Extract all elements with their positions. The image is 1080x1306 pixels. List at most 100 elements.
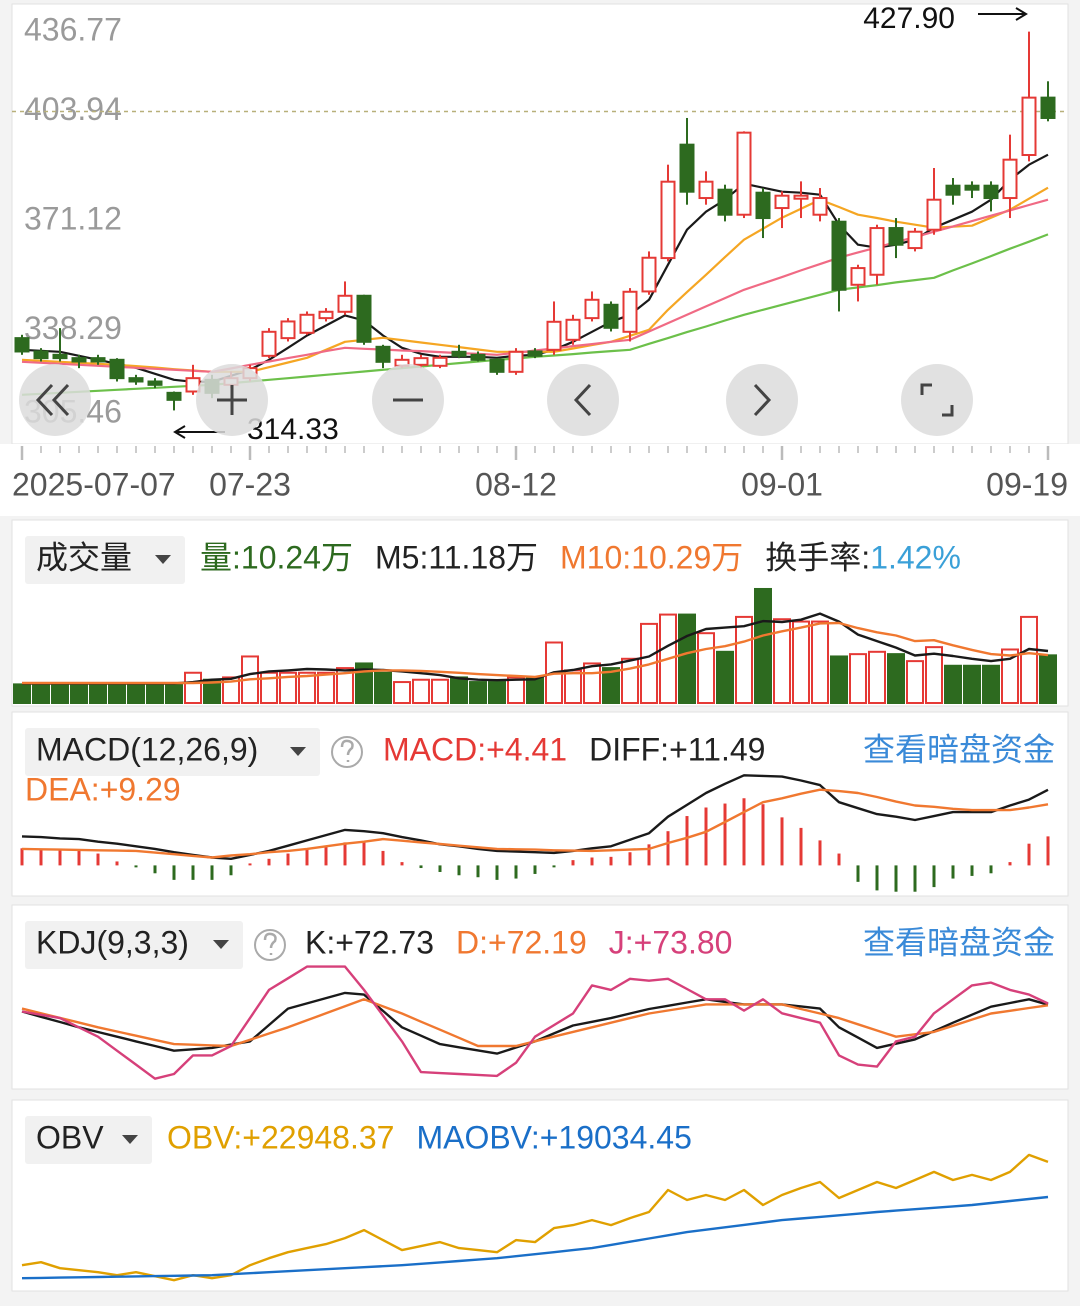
candle-body <box>375 345 391 363</box>
candle-body <box>622 290 638 333</box>
candle-body <box>14 337 30 353</box>
x-tick-label: 07-23 <box>209 466 291 502</box>
legend-value: K:+72.73 <box>305 924 434 960</box>
legend-value: DEA:+9.29 <box>25 771 181 807</box>
dark-pool-link[interactable]: 查看暗盘资金 <box>863 731 1055 767</box>
dark-pool-link[interactable]: 查看暗盘资金 <box>863 924 1055 960</box>
line <box>22 621 1049 685</box>
volume-bar <box>374 671 392 704</box>
volume-bar <box>32 683 50 705</box>
zoom-left-button[interactable] <box>19 364 91 436</box>
volume-bar <box>925 646 943 705</box>
selector-label: OBV <box>36 1119 104 1155</box>
volume-bar <box>13 683 31 705</box>
selector-label: 成交量 <box>36 539 132 575</box>
volume-bar <box>51 683 69 705</box>
help-icon <box>331 736 363 768</box>
volume-bar <box>222 676 240 705</box>
y-tick-label: 371.12 <box>24 200 122 236</box>
next-button[interactable] <box>726 364 798 436</box>
legend-value: J:+73.80 <box>609 924 733 960</box>
candle-body <box>261 330 277 357</box>
candle-body <box>109 358 125 380</box>
legend-value: MACD:+4.41 <box>383 731 567 767</box>
candle-body <box>470 353 486 361</box>
volume-bar <box>108 683 126 705</box>
candle-body <box>850 267 866 286</box>
y-tick-label: 403.94 <box>24 91 122 127</box>
volume-bar <box>602 667 620 704</box>
line <box>21 998 1049 1048</box>
volume-bar <box>412 678 430 705</box>
candle-body <box>584 298 600 320</box>
fullscreen-button[interactable] <box>901 364 973 436</box>
extreme-arrow <box>978 7 1028 21</box>
candle-body <box>432 356 448 367</box>
candle-body <box>888 227 904 246</box>
zoom-in-button[interactable] <box>196 364 268 436</box>
volume-bar <box>184 671 202 704</box>
prev-button[interactable] <box>547 364 619 436</box>
selector-box[interactable] <box>25 536 185 584</box>
legend-value: 量:10.24万 <box>200 539 353 575</box>
volume-bar <box>279 671 297 704</box>
selector-box[interactable] <box>25 1116 152 1164</box>
candle-body <box>565 318 581 341</box>
volume-bar <box>298 671 316 704</box>
candle-body <box>413 357 429 366</box>
legend-value: D:+72.19 <box>456 924 587 960</box>
candle-body <box>945 184 961 196</box>
candle-body <box>128 377 144 383</box>
volume-bar <box>165 683 183 705</box>
candle-body <box>166 391 182 401</box>
volume-bar <box>811 620 829 704</box>
candle-body <box>641 256 657 293</box>
volume-bar <box>773 618 791 705</box>
selector-arrow <box>290 747 306 756</box>
candle-body <box>964 184 980 191</box>
candle-body <box>1002 158 1018 200</box>
candle-body <box>831 220 847 291</box>
volume-bar <box>678 613 696 704</box>
volume-bar <box>830 655 848 705</box>
volume-bar <box>336 667 354 704</box>
zoom-out-button[interactable] <box>372 364 444 436</box>
selector-box[interactable] <box>25 728 320 776</box>
help-icon-glyph <box>263 932 277 955</box>
candle-body <box>280 320 296 340</box>
volume-bar <box>564 669 582 705</box>
candle-body <box>793 194 809 200</box>
candle-body <box>717 188 733 216</box>
volume-bar <box>70 683 88 705</box>
candle-body <box>52 353 68 360</box>
volume-bar <box>431 678 449 705</box>
help-icon-glyph <box>340 739 354 762</box>
candle-body <box>508 350 524 373</box>
volume-bar <box>146 683 164 705</box>
x-tick-label: 09-19 <box>986 466 1068 502</box>
candle-body <box>1021 96 1037 157</box>
candle-body <box>451 350 467 357</box>
volume-bar <box>754 587 772 705</box>
legend-value: 1.42% <box>870 539 961 575</box>
candle-body <box>774 194 790 210</box>
panel <box>11 1099 1069 1292</box>
candle-body <box>147 380 163 386</box>
volume-bar <box>963 664 981 704</box>
selector-box[interactable] <box>25 921 243 969</box>
selector-arrow <box>155 555 171 564</box>
legend-value: 换手率: <box>765 539 870 575</box>
x-tick-label: 2025-07-07 <box>12 466 176 502</box>
candle-body <box>299 313 315 334</box>
extreme-label: 427.90 <box>863 2 955 35</box>
candle-body <box>356 294 372 343</box>
volume-bar <box>355 662 373 705</box>
help-icon <box>254 929 286 961</box>
volume-bar <box>488 681 506 704</box>
candle-body <box>185 377 201 393</box>
line <box>21 1195 1049 1280</box>
x-tick-label: 09-01 <box>741 466 823 502</box>
volume-bar <box>697 632 715 705</box>
